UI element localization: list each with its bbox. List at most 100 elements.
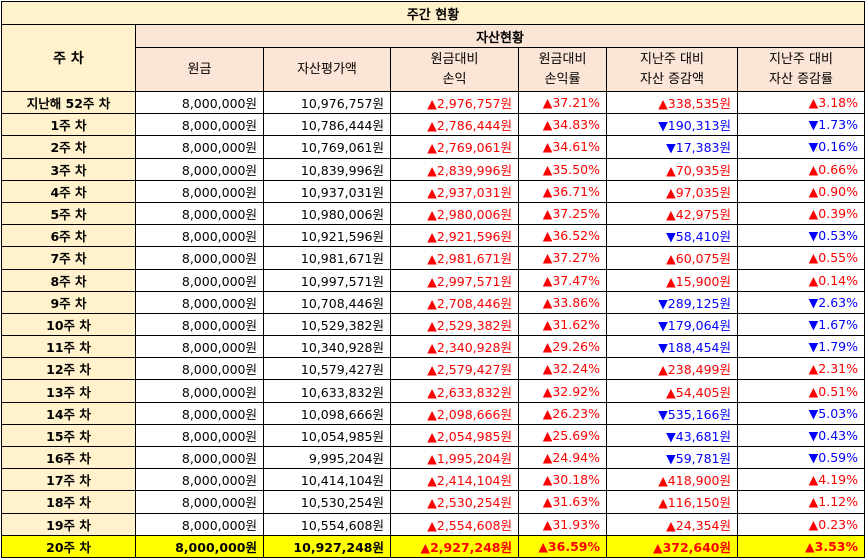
- profit-loss-rate-cell: ▲30.18%: [518, 468, 607, 492]
- weekly-change-rate-cell: ▲0.51%: [737, 379, 865, 403]
- profit-loss-rate-cell: ▲37.25%: [518, 201, 607, 226]
- profit-loss-cell: ▲2,927,248원: [390, 534, 519, 558]
- week-cell: 16주 차: [1, 445, 136, 470]
- weekly-change-cell: ▲97,035원: [606, 179, 738, 203]
- profit-loss-rate-cell: ▲24.94%: [518, 445, 607, 470]
- profit-loss-rate-cell: ▲32.92%: [518, 379, 607, 403]
- table-row: 5주 차 8,000,000원 10,980,006원 ▲2,980,006원 ▲37.…: [1, 201, 865, 226]
- weekly-change-header: 지난주 대비 자산 증감액: [606, 47, 738, 92]
- profit-loss-rate-cell: ▲31.93%: [518, 512, 607, 536]
- asset-value-cell: 10,579,427원: [263, 357, 391, 381]
- table-row: 7주 차 8,000,000원 10,981,671원 ▲2,981,671원 ▲37.…: [1, 246, 865, 270]
- profit-loss-rate-cell: ▲36.52%: [518, 224, 607, 248]
- asset-value-cell: 10,981,671원: [263, 246, 391, 270]
- principal-cell: 8,000,000원: [135, 113, 264, 137]
- asset-value-header: 자산평가액: [263, 47, 391, 92]
- weekly-change-rate-cell: ▲0.90%: [737, 179, 865, 203]
- profit-loss-cell: ▲2,997,571원: [390, 268, 519, 292]
- week-cell: 지난해 52주 차: [1, 90, 136, 115]
- weekly-change-cell: ▲42,975원: [606, 201, 738, 226]
- profit-loss-rate-cell: ▲34.83%: [518, 113, 607, 137]
- week-cell: 8주 차: [1, 268, 136, 292]
- principal-cell: 8,000,000원: [135, 157, 264, 181]
- week-cell: 13주 차: [1, 379, 136, 403]
- weekly-change-rate-cell: ▼5.03%: [737, 401, 865, 425]
- profit-loss-cell: ▲2,340,928원: [390, 335, 519, 359]
- weekly-change-rate-cell: ▼1.67%: [737, 312, 865, 337]
- week-cell: 5주 차: [1, 201, 136, 226]
- weekly-change-cell: ▲70,935원: [606, 157, 738, 181]
- weekly-change-cell: ▲338,535원: [606, 90, 738, 115]
- table-row: 15주 차 8,000,000원 10,054,985원 ▲2,054,985원 ▲25…: [1, 423, 865, 448]
- week-cell: 2주 차: [1, 135, 136, 159]
- table-row: 12주 차 8,000,000원 10,579,427원 ▲2,579,427원 ▲32…: [1, 357, 865, 381]
- profit-loss-rate-cell: ▲36.59%: [518, 534, 607, 558]
- asset-value-cell: 10,769,061원: [263, 135, 391, 159]
- profit-loss-rate-cell: ▲37.21%: [518, 90, 607, 115]
- table-row: 13주 차 8,000,000원 10,633,832원 ▲2,633,832원 ▲32…: [1, 379, 865, 403]
- profit-loss-rate-cell: ▲37.27%: [518, 246, 607, 270]
- principal-cell: 8,000,000원: [135, 512, 264, 536]
- principal-cell: 8,000,000원: [135, 312, 264, 337]
- weekly-change-cell: ▲418,900원: [606, 468, 738, 492]
- asset-value-cell: 10,708,446원: [263, 290, 391, 314]
- week-cell: 15주 차: [1, 423, 136, 448]
- asset-status-header: 자산현황: [135, 24, 865, 48]
- week-cell: 1주 차: [1, 113, 136, 137]
- asset-value-cell: 10,529,382원: [263, 312, 391, 337]
- profit-loss-cell: ▲2,976,757원: [390, 90, 519, 115]
- profit-loss-cell: ▲2,530,254원: [390, 490, 519, 514]
- profit-loss-cell: ▲1,995,204원: [390, 445, 519, 470]
- profit-loss-cell: ▲2,529,382원: [390, 312, 519, 337]
- week-cell: 18주 차: [1, 490, 136, 514]
- profit-loss-cell: ▲2,769,061원: [390, 135, 519, 159]
- profit-loss-rate-cell: ▲35.50%: [518, 157, 607, 181]
- principal-cell: 8,000,000원: [135, 357, 264, 381]
- weekly-change-rate-cell: ▼1.79%: [737, 335, 865, 359]
- principal-cell: 8,000,000원: [135, 335, 264, 359]
- principal-cell: 8,000,000원: [135, 135, 264, 159]
- profit-loss-cell: ▲2,633,832원: [390, 379, 519, 403]
- profit-loss-cell: ▲2,786,444원: [390, 113, 519, 137]
- profit-loss-cell: ▲2,980,006원: [390, 201, 519, 226]
- profit-loss-rate-cell: ▲36.71%: [518, 179, 607, 203]
- weekly-change-cell: ▲372,640원: [606, 534, 738, 558]
- week-cell: 4주 차: [1, 179, 136, 203]
- weekly-change-rate-cell: ▼0.16%: [737, 135, 865, 159]
- profit-loss-rate-cell: ▲34.61%: [518, 135, 607, 159]
- asset-value-cell: 10,098,666원: [263, 401, 391, 425]
- weekly-change-rate-cell: ▼0.59%: [737, 445, 865, 470]
- principal-cell: 8,000,000원: [135, 468, 264, 492]
- principal-cell: 8,000,000원: [135, 90, 264, 115]
- table-row: 18주 차 8,000,000원 10,530,254원 ▲2,530,254원 ▲31…: [1, 490, 865, 514]
- asset-value-cell: 10,340,928원: [263, 335, 391, 359]
- weekly-change-cell: ▼535,166원: [606, 401, 738, 425]
- weekly-change-rate-cell: ▲0.55%: [737, 246, 865, 270]
- profit-loss-header: 원금대비 손익: [390, 47, 519, 92]
- table-row: 10주 차 8,000,000원 10,529,382원 ▲2,529,382원 ▲31…: [1, 312, 865, 337]
- weekly-change-cell: ▼179,064원: [606, 312, 738, 337]
- weekly-change-cell: ▲15,900원: [606, 268, 738, 292]
- profit-loss-rate-cell: ▲33.86%: [518, 290, 607, 314]
- weekly-change-cell: ▼190,313원: [606, 113, 738, 137]
- weekly-change-rate-cell: ▼0.43%: [737, 423, 865, 448]
- table-row: 3주 차 8,000,000원 10,839,996원 ▲2,839,996원 ▲35.…: [1, 157, 865, 181]
- table-row: 14주 차 8,000,000원 10,098,666원 ▲2,098,666원 ▲26…: [1, 401, 865, 425]
- profit-loss-rate-cell: ▲26.23%: [518, 401, 607, 425]
- principal-cell: 8,000,000원: [135, 268, 264, 292]
- weekly-change-rate-cell: ▲0.66%: [737, 157, 865, 181]
- asset-value-cell: 10,927,248원: [263, 534, 391, 558]
- weekly-change-cell: ▲54,405원: [606, 379, 738, 403]
- weekly-change-rate-cell: ▲1.12%: [737, 490, 865, 514]
- table-row: 17주 차 8,000,000원 10,414,104원 ▲2,414,104원 ▲30…: [1, 468, 865, 492]
- profit-loss-rate-cell: ▲25.69%: [518, 423, 607, 448]
- asset-value-cell: 10,937,031원: [263, 179, 391, 203]
- profit-loss-rate-cell: ▲31.62%: [518, 312, 607, 337]
- table-row: 6주 차 8,000,000원 10,921,596원 ▲2,921,596원 ▲36.…: [1, 224, 865, 248]
- profit-loss-rate-header: 원금대비 손익률: [518, 47, 607, 92]
- weekly-change-cell: ▲238,499원: [606, 357, 738, 381]
- asset-value-cell: 10,786,444원: [263, 113, 391, 137]
- asset-value-cell: 10,839,996원: [263, 157, 391, 181]
- profit-loss-rate-cell: ▲37.47%: [518, 268, 607, 292]
